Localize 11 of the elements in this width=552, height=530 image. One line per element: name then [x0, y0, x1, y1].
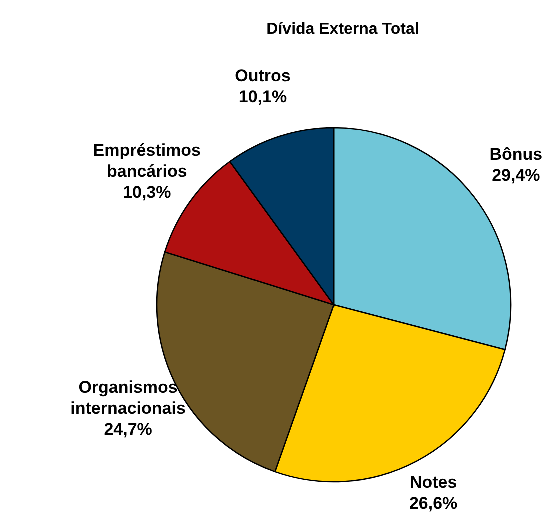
data-label: 29,4%: [492, 166, 540, 185]
data-label: 10,1%: [238, 88, 288, 107]
slice-label: Organismos internacionais: [70, 378, 186, 418]
data-label: 10,3%: [123, 182, 172, 202]
data-label: 24,7%: [104, 420, 152, 440]
data-label: 26,6%: [409, 494, 458, 514]
slice-label: Bônus: [490, 144, 543, 164]
slice-label: Outros: [235, 66, 291, 86]
slice-label: Empréstimos bancários: [93, 140, 201, 181]
chart-title: Dívida Externa Total: [266, 21, 420, 38]
slice-label: Notes: [410, 473, 458, 492]
